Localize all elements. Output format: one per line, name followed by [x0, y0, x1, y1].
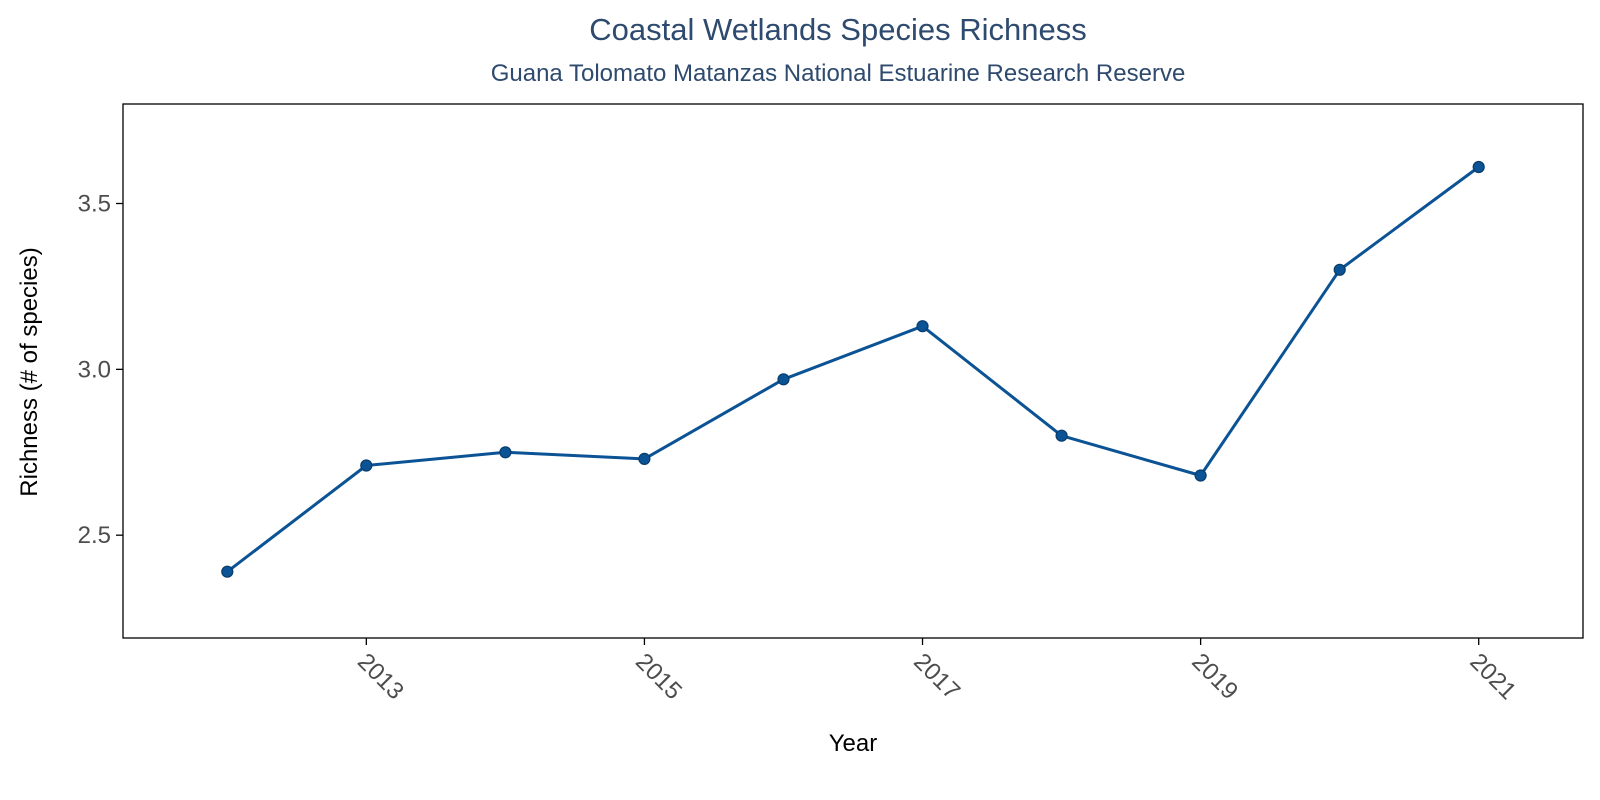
chart-title: Coastal Wetlands Species Richness [589, 12, 1086, 47]
x-tick-label: 2017 [908, 648, 965, 705]
x-axis-title: Year [829, 730, 878, 757]
data-point [1333, 263, 1346, 276]
data-point [1055, 429, 1068, 442]
y-tick-label: 2.5 [78, 522, 111, 549]
data-point [360, 459, 373, 472]
x-axis: 2013 2015 2017 2019 2021 [352, 638, 1521, 705]
x-tick-label: 2019 [1186, 648, 1243, 705]
x-tick-label: 2013 [352, 648, 409, 705]
data-point [221, 565, 234, 578]
y-tick-label: 3.0 [78, 356, 111, 383]
y-tick-label: 3.5 [78, 191, 111, 218]
data-point [777, 373, 790, 386]
chart-subtitle: Guana Tolomato Matanzas National Estuari… [491, 60, 1186, 87]
data-point [1194, 469, 1207, 482]
plot-panel [122, 103, 1584, 639]
data-point [916, 320, 929, 333]
y-axis-title: Richness (# of species) [16, 247, 43, 496]
data-point [499, 446, 512, 459]
x-tick-label: 2015 [630, 648, 687, 705]
y-axis: 2.5 3.0 3.5 [78, 191, 123, 549]
data-point [638, 452, 651, 465]
series-richness [221, 160, 1485, 578]
x-tick-label: 2021 [1464, 648, 1521, 705]
series-line [225, 165, 1481, 574]
data-point [1472, 160, 1485, 174]
